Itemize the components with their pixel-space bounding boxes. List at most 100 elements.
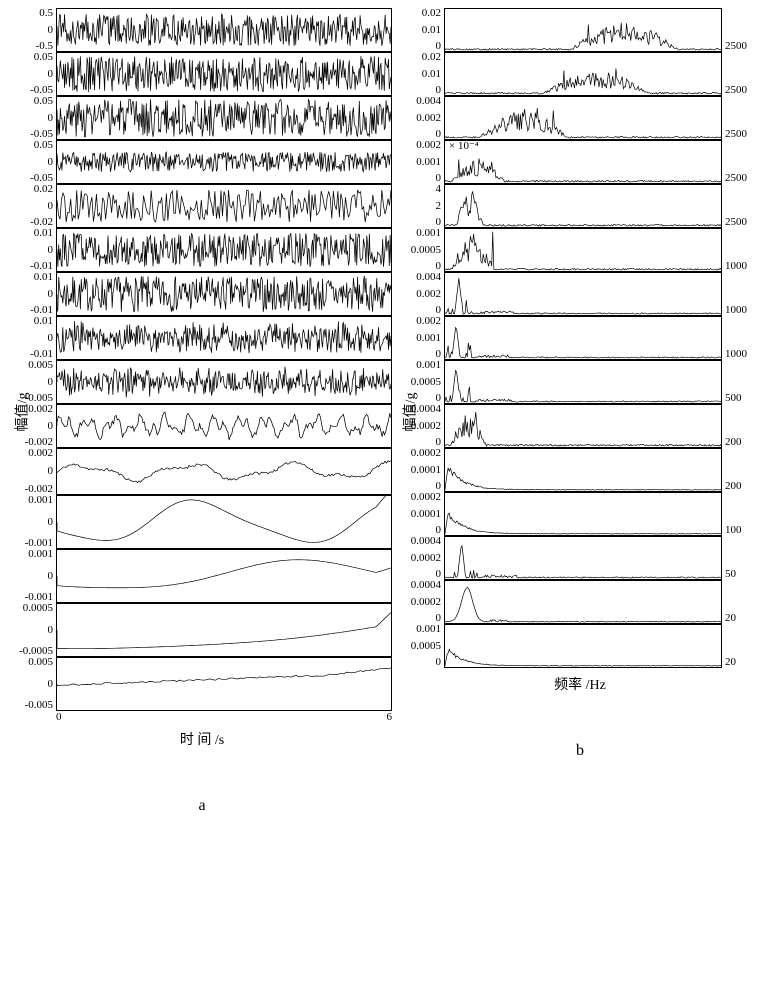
yticks: 0.0010-0.001: [12, 495, 56, 549]
plot-box: [56, 657, 392, 711]
time-panel-9: 0.0020-0.002: [12, 404, 392, 448]
freq-max-label: 2500: [722, 140, 760, 184]
freq-max-label: 1000: [722, 228, 760, 272]
xlabel-b: 频率 /Hz: [400, 674, 760, 694]
yticks: 0.00020.00010: [400, 448, 444, 492]
yticks: 0.0020.0010: [400, 316, 444, 360]
yticks: 0.050-0.05: [12, 140, 56, 184]
plot-box: [444, 580, 722, 624]
xtick-a-0: 0: [56, 711, 62, 723]
plot-box: [56, 8, 392, 52]
time-panel-3: 0.050-0.05: [12, 140, 392, 184]
figure-root: 幅值/g 0.50-0.50.050-0.050.050-0.050.050-0…: [0, 0, 771, 819]
time-panel-11: 0.0010-0.001: [12, 495, 392, 549]
xtick-a-1: 6: [387, 711, 393, 723]
freq-max-label: 1000: [722, 272, 760, 316]
plot-box: [56, 360, 392, 404]
plot-box: [444, 624, 722, 668]
spec-panel-0: 0.020.0102500: [400, 8, 760, 52]
freq-max-label: 200: [722, 448, 760, 492]
plot-box: [56, 140, 392, 184]
time-panel-1: 0.050-0.05: [12, 52, 392, 96]
plot-box: [56, 603, 392, 657]
spec-panel-5: 0.0010.000501000: [400, 228, 760, 272]
plot-box: [56, 184, 392, 228]
plot-box: [444, 360, 722, 404]
yticks: 0.050-0.05: [12, 96, 56, 140]
yticks: 0.0050-0.005: [12, 657, 56, 711]
freq-max-label: 20: [722, 580, 760, 624]
time-panel-6: 0.010-0.01: [12, 272, 392, 316]
plot-box: [444, 404, 722, 448]
spec-panel-3: 0.0020.0010 × 10⁻⁴ 2500: [400, 140, 760, 184]
time-panel-4: 0.020-0.02: [12, 184, 392, 228]
spec-panel-14: 0.0010.00050 20: [400, 624, 760, 668]
freq-max-label: 100: [722, 492, 760, 536]
spec-panel-10: 0.00020.00010 200: [400, 448, 760, 492]
plot-box: [444, 272, 722, 316]
plot-box: [444, 228, 722, 272]
freq-max-label: 2500: [722, 52, 760, 96]
time-panel-8: 0.0050-0.005: [12, 360, 392, 404]
yticks: 0.010-0.01: [12, 272, 56, 316]
yticks: 0.020.010: [400, 8, 444, 52]
spec-panel-7: 0.0020.0010 1000: [400, 316, 760, 360]
plot-box: [56, 404, 392, 448]
yticks: 0.00040.00020: [400, 536, 444, 580]
yticks: 0.0040.0020: [400, 96, 444, 140]
plot-box: [56, 52, 392, 96]
yticks: 0.00020.00010: [400, 492, 444, 536]
plot-box: [56, 549, 392, 603]
plot-box: [444, 536, 722, 580]
spec-panel-13: 0.00040.00020 20: [400, 580, 760, 624]
freq-max-label: 50: [722, 536, 760, 580]
yticks: 0.50-0.5: [12, 8, 56, 52]
yticks: 0.010-0.01: [12, 228, 56, 272]
freq-max-label: 500: [722, 360, 760, 404]
time-panel-7: 0.010-0.01: [12, 316, 392, 360]
plot-box: [444, 448, 722, 492]
freq-max-label: 2500: [722, 184, 760, 228]
freq-max-label: 1000: [722, 316, 760, 360]
plot-box: [56, 228, 392, 272]
plot-box: [56, 316, 392, 360]
yticks: 0.00040.00020: [400, 404, 444, 448]
yticks: 0.020-0.02: [12, 184, 56, 228]
freq-max-label: 200: [722, 404, 760, 448]
yticks: 0.0020-0.002: [12, 404, 56, 448]
yticks: 0.0020.0010: [400, 140, 444, 184]
freq-max-label: 2500: [722, 96, 760, 140]
time-panel-5: 0.010-0.01: [12, 228, 392, 272]
plot-box: [444, 184, 722, 228]
plot-box: [444, 96, 722, 140]
column-b: 幅值/g 0.020.01025000.020.01025000.0040.00…: [400, 8, 760, 815]
spec-panel-8: 0.0010.00050 500: [400, 360, 760, 404]
plot-box: [56, 495, 392, 549]
sublabel-b: b: [400, 742, 760, 760]
plot-box: × 10⁻⁴: [444, 140, 722, 184]
yticks: 0.0010-0.001: [12, 549, 56, 603]
plot-box: [56, 448, 392, 495]
yticks: 0.020.010: [400, 52, 444, 96]
yticks: 0.00040.00020: [400, 580, 444, 624]
yticks: 0.0010.00050: [400, 624, 444, 668]
column-a: 幅值/g 0.50-0.50.050-0.050.050-0.050.050-0…: [12, 8, 392, 815]
plot-box: [56, 96, 392, 140]
sublabel-a: a: [12, 797, 392, 815]
plot-box: [56, 272, 392, 316]
time-panel-0: 0.50-0.5: [12, 8, 392, 52]
yticks: 0.010-0.01: [12, 316, 56, 360]
spec-panel-11: 0.00020.00010 100: [400, 492, 760, 536]
time-panel-2: 0.050-0.05: [12, 96, 392, 140]
xlabel-a: 时 间 /s: [12, 729, 392, 749]
plot-box: [444, 316, 722, 360]
sci-notation: × 10⁻⁴: [449, 140, 479, 152]
freq-max-label: 20: [722, 624, 760, 668]
yticks: 0.0050-0.005: [12, 360, 56, 404]
yticks: 0.0010.00050: [400, 360, 444, 404]
yticks: 0.0020-0.002: [12, 448, 56, 495]
spec-panel-12: 0.00040.00020 50: [400, 536, 760, 580]
time-panel-14: 0.0050-0.005: [12, 657, 392, 711]
yticks: 0.050-0.05: [12, 52, 56, 96]
spec-panel-2: 0.0040.0020 2500: [400, 96, 760, 140]
